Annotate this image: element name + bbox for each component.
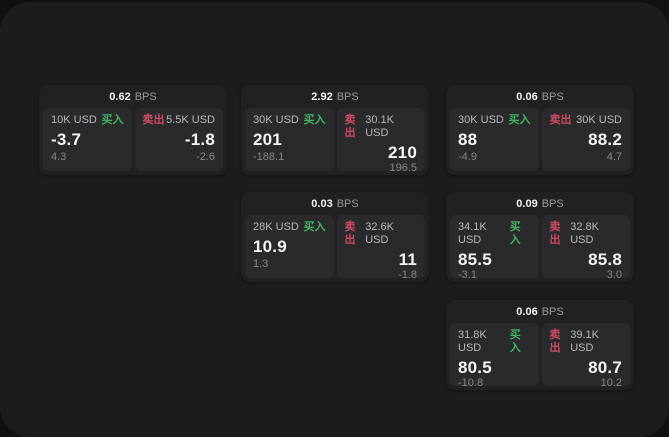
quote-tiles: 30K USD 买入 88 -4.9 卖出 30K USD 88.2 4.7 — [446, 108, 634, 171]
sell-sub-value: 4.7 — [606, 151, 622, 163]
sell-amount: 30.1K USD — [365, 114, 394, 139]
sell-amount: 32.8K USD — [570, 221, 599, 246]
sell-price: 80.7 — [588, 358, 622, 377]
buy-label: 买入 — [508, 114, 531, 126]
sell-label: 卖出 — [344, 221, 356, 246]
bps-value: 0.09 — [516, 198, 538, 210]
buy-amount: 31.8K USD — [458, 329, 487, 354]
buy-sub-value: -188.1 — [253, 151, 285, 163]
quote-card-4: 0.09 BPS 34.1K USD 买入 85.5 -3.1 卖出 32.8K… — [446, 192, 634, 282]
quote-card-5: 0.06 BPS 31.8K USD 买入 80.5 -10.8 卖出 39.1… — [446, 300, 634, 390]
quote-tiles: 34.1K USD 买入 85.5 -3.1 卖出 32.8K USD 85.8… — [446, 215, 634, 281]
sell-label: 卖出 — [549, 114, 572, 126]
bps-unit: BPS — [336, 198, 359, 210]
bps-value: 0.06 — [516, 306, 538, 318]
quote-tiles: 31.8K USD 买入 80.5 -10.8 卖出 39.1K USD 80.… — [446, 323, 634, 389]
bps-unit: BPS — [541, 198, 564, 210]
quote-tiles: 28K USD 买入 10.9 1.3 卖出 32.6K USD 11 -1.8 — [241, 215, 429, 281]
buy-price: 80.5 — [458, 358, 492, 377]
buy-price: 201 — [253, 130, 282, 149]
quote-tiles: 30K USD 买入 201 -188.1 卖出 30.1K USD 210 1… — [241, 108, 429, 174]
bps-header: 0.03 BPS — [241, 192, 429, 215]
bps-unit: BPS — [541, 306, 564, 318]
sell-tile[interactable]: 卖出 30K USD 88.2 4.7 — [541, 108, 630, 171]
sell-tile[interactable]: 卖出 39.1K USD 80.7 10.2 — [541, 323, 630, 389]
bps-header: 0.62 BPS — [39, 85, 227, 108]
quote-tiles: 10K USD 买入 -3.7 4.3 卖出 5.5K USD -1.8 -2.… — [39, 108, 227, 171]
sell-price: -1.8 — [184, 130, 215, 149]
sell-price: 85.8 — [588, 250, 622, 269]
buy-sub-value: 1.3 — [253, 258, 269, 270]
sell-label: 卖出 — [344, 114, 356, 139]
quote-card-3: 0.03 BPS 28K USD 买入 10.9 1.3 卖出 32.6K US… — [241, 192, 429, 282]
buy-amount: 34.1K USD — [458, 221, 487, 246]
buy-tile[interactable]: 31.8K USD 买入 80.5 -10.8 — [450, 323, 539, 389]
sell-label: 卖出 — [549, 329, 561, 354]
buy-label: 买入 — [509, 329, 521, 354]
sell-sub-value: 196.5 — [389, 162, 417, 174]
sell-sub-value: 3.0 — [606, 269, 622, 281]
sell-amount: 30K USD — [576, 114, 622, 126]
sell-sub-value: -1.8 — [398, 269, 417, 281]
quote-card-2: 0.06 BPS 30K USD 买入 88 -4.9 卖出 30K USD 8… — [446, 85, 634, 175]
sell-tile[interactable]: 卖出 32.6K USD 11 -1.8 — [336, 215, 425, 281]
buy-tile[interactable]: 30K USD 买入 88 -4.9 — [450, 108, 539, 171]
quote-card-0: 0.62 BPS 10K USD 买入 -3.7 4.3 卖出 5.5K USD… — [39, 85, 227, 175]
buy-label: 买入 — [509, 221, 521, 246]
sell-tile[interactable]: 卖出 30.1K USD 210 196.5 — [336, 108, 425, 174]
buy-label: 买入 — [303, 114, 326, 126]
bps-value: 2.92 — [311, 91, 333, 103]
bps-header: 0.06 BPS — [446, 300, 634, 323]
buy-price: 85.5 — [458, 250, 492, 269]
quote-card-1: 2.92 BPS 30K USD 买入 201 -188.1 卖出 30.1K … — [241, 85, 429, 175]
buy-price: 10.9 — [253, 237, 287, 256]
buy-amount: 30K USD — [458, 114, 504, 126]
sell-price: 88.2 — [588, 130, 622, 149]
bps-unit: BPS — [134, 91, 157, 103]
sell-label: 卖出 — [142, 114, 165, 126]
sell-amount: 39.1K USD — [570, 329, 599, 354]
buy-price: 88 — [458, 130, 478, 149]
buy-amount: 10K USD — [51, 114, 97, 126]
bps-unit: BPS — [541, 91, 564, 103]
sell-price: 11 — [398, 250, 417, 269]
sell-label: 卖出 — [549, 221, 561, 246]
buy-amount: 28K USD — [253, 221, 299, 233]
sell-amount: 5.5K USD — [166, 114, 215, 126]
sell-tile[interactable]: 卖出 5.5K USD -1.8 -2.6 — [134, 108, 223, 171]
buy-sub-value: -10.8 — [458, 377, 484, 389]
bps-value: 0.03 — [311, 198, 333, 210]
buy-amount: 30K USD — [253, 114, 299, 126]
buy-tile[interactable]: 10K USD 买入 -3.7 4.3 — [43, 108, 132, 171]
buy-tile[interactable]: 30K USD 买入 201 -188.1 — [245, 108, 334, 171]
buy-sub-value: 4.3 — [51, 151, 67, 163]
buy-tile[interactable]: 34.1K USD 买入 85.5 -3.1 — [450, 215, 539, 281]
bps-header: 2.92 BPS — [241, 85, 429, 108]
sell-price: 210 — [388, 143, 417, 162]
bps-value: 0.62 — [109, 91, 131, 103]
buy-sub-value: -3.1 — [458, 269, 477, 281]
bps-header: 0.06 BPS — [446, 85, 634, 108]
bps-header: 0.09 BPS — [446, 192, 634, 215]
sell-amount: 32.6K USD — [365, 221, 394, 246]
buy-label: 买入 — [303, 221, 326, 233]
buy-price: -3.7 — [51, 130, 82, 149]
sell-tile[interactable]: 卖出 32.8K USD 85.8 3.0 — [541, 215, 630, 281]
bps-value: 0.06 — [516, 91, 538, 103]
buy-tile[interactable]: 28K USD 买入 10.9 1.3 — [245, 215, 334, 278]
buy-sub-value: -4.9 — [458, 151, 477, 163]
sell-sub-value: 10.2 — [600, 377, 622, 389]
bps-unit: BPS — [336, 91, 359, 103]
buy-label: 买入 — [101, 114, 124, 126]
sell-sub-value: -2.6 — [196, 151, 215, 163]
